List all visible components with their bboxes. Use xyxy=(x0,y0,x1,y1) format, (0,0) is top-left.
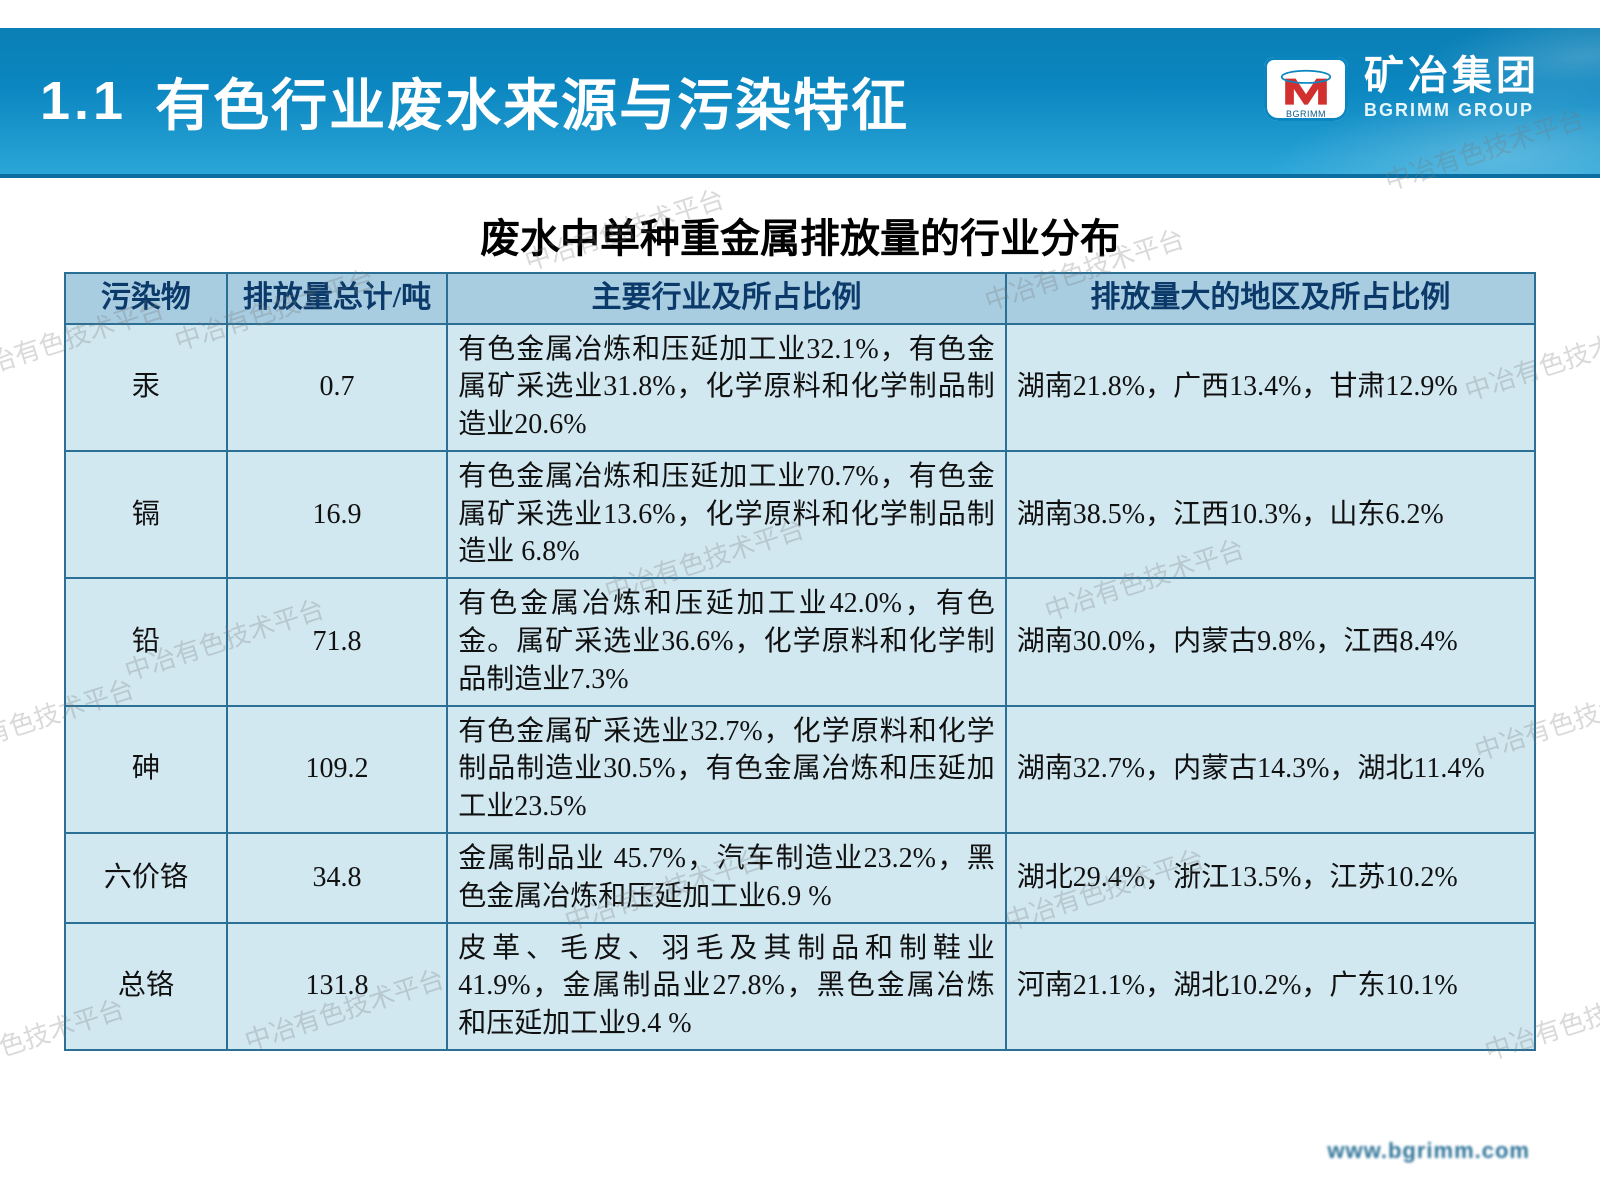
footer-url: www.bgrimm.com xyxy=(1327,1138,1530,1164)
cell-total: 34.8 xyxy=(227,833,448,923)
cell-pollutant: 镉 xyxy=(65,451,227,578)
cell-region: 河南21.1%，湖北10.2%，广东10.1% xyxy=(1006,923,1535,1050)
table-row: 砷 109.2 有色金属矿采选业32.7%，化学原料和化学制品制造业30.5%，… xyxy=(65,706,1535,833)
cell-total: 0.7 xyxy=(227,324,448,451)
cell-total: 16.9 xyxy=(227,451,448,578)
col-total: 排放量总计/吨 xyxy=(227,273,448,324)
table-row: 汞 0.7 有色金属冶炼和压延加工业32.1%，有色金属矿采选业31.8%，化学… xyxy=(65,324,1535,451)
cell-pollutant: 六价铬 xyxy=(65,833,227,923)
logo-name-en: BGRIMM GROUP xyxy=(1364,100,1540,121)
table-row: 六价铬 34.8 金属制品业 45.7%，汽车制造业23.2%，黑色金属冶炼和压… xyxy=(65,833,1535,923)
cell-industry: 皮革、毛皮、羽毛及其制品和制鞋业41.9%，金属制品业27.8%，黑色金属冶炼和… xyxy=(447,923,1006,1050)
logo-badge-sub: BGRIMM xyxy=(1286,109,1326,119)
col-industry: 主要行业及所占比例 xyxy=(447,273,1006,324)
cell-region: 湖南21.8%，广西13.4%，甘肃12.9% xyxy=(1006,324,1535,451)
cell-total: 109.2 xyxy=(227,706,448,833)
cell-industry: 金属制品业 45.7%，汽车制造业23.2%，黑色金属冶炼和压延加工业6.9 % xyxy=(447,833,1006,923)
table-row: 铅 71.8 有色金属冶炼和压延加工业42.0%，有色金。属矿采选业36.6%，… xyxy=(65,578,1535,705)
logo-m-icon xyxy=(1280,69,1332,109)
cell-region: 湖南32.7%，内蒙古14.3%，湖北11.4% xyxy=(1006,706,1535,833)
cell-industry: 有色金属矿采选业32.7%，化学原料和化学制品制造业30.5%，有色金属冶炼和压… xyxy=(447,706,1006,833)
table-header-row: 污染物 排放量总计/吨 主要行业及所占比例 排放量大的地区及所占比例 xyxy=(65,273,1535,324)
cell-region: 湖南30.0%，内蒙古9.8%，江西8.4% xyxy=(1006,578,1535,705)
emissions-table: 污染物 排放量总计/吨 主要行业及所占比例 排放量大的地区及所占比例 汞 0.7… xyxy=(64,272,1536,1051)
cell-pollutant: 汞 xyxy=(65,324,227,451)
logo-badge-icon: BGRIMM xyxy=(1264,57,1348,121)
cell-region: 湖南38.5%，江西10.3%，山东6.2% xyxy=(1006,451,1535,578)
table-title: 废水中单种重金属排放量的行业分布 xyxy=(64,206,1536,264)
cell-region: 湖北29.4%，浙江13.5%，江苏10.2% xyxy=(1006,833,1535,923)
cell-industry: 有色金属冶炼和压延加工业42.0%，有色金。属矿采选业36.6%，化学原料和化学… xyxy=(447,578,1006,705)
table-row: 总铬 131.8 皮革、毛皮、羽毛及其制品和制鞋业41.9%，金属制品业27.8… xyxy=(65,923,1535,1050)
cell-pollutant: 砷 xyxy=(65,706,227,833)
cell-total: 131.8 xyxy=(227,923,448,1050)
section-title: 有色行业废水来源与污染特征 xyxy=(155,61,909,142)
logo-name-cn: 矿冶集团 xyxy=(1364,56,1540,96)
col-region: 排放量大的地区及所占比例 xyxy=(1006,273,1535,324)
cell-pollutant: 总铬 xyxy=(65,923,227,1050)
slide-header: 1.1 有色行业废水来源与污染特征 BGRIMM 矿冶集团 BGRIMM GRO… xyxy=(0,28,1600,178)
table-row: 镉 16.9 有色金属冶炼和压延加工业70.7%，有色金属矿采选业13.6%，化… xyxy=(65,451,1535,578)
section-number: 1.1 xyxy=(40,70,127,132)
company-logo: BGRIMM 矿冶集团 BGRIMM GROUP xyxy=(1264,56,1540,121)
cell-total: 71.8 xyxy=(227,578,448,705)
top-margin xyxy=(0,0,1600,28)
cell-industry: 有色金属冶炼和压延加工业32.1%，有色金属矿采选业31.8%，化学原料和化学制… xyxy=(447,324,1006,451)
logo-text: 矿冶集团 BGRIMM GROUP xyxy=(1364,56,1540,121)
cell-industry: 有色金属冶炼和压延加工业70.7%，有色金属矿采选业13.6%，化学原料和化学制… xyxy=(447,451,1006,578)
slide-content: 废水中单种重金属排放量的行业分布 污染物 排放量总计/吨 主要行业及所占比例 排… xyxy=(0,178,1600,1051)
table-body: 汞 0.7 有色金属冶炼和压延加工业32.1%，有色金属矿采选业31.8%，化学… xyxy=(65,324,1535,1051)
cell-pollutant: 铅 xyxy=(65,578,227,705)
col-pollutant: 污染物 xyxy=(65,273,227,324)
